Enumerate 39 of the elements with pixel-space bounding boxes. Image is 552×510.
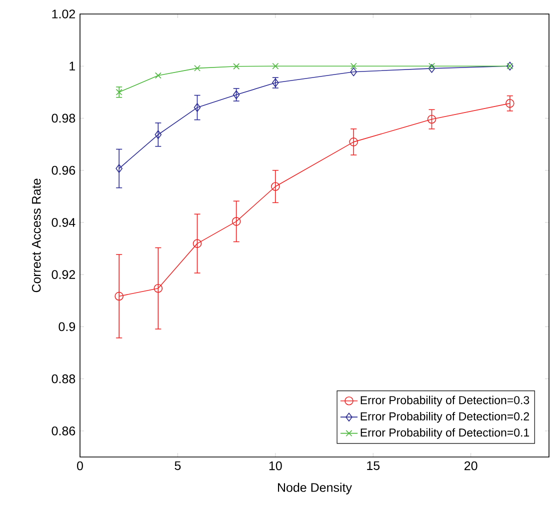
y-tick-label: 0.86 <box>52 426 76 436</box>
point <box>272 62 279 70</box>
y-tick-label: 0.92 <box>52 270 75 280</box>
legend-label: Error Probability of Detection=0.2 <box>360 412 530 423</box>
y-tick-label: 0.9 <box>58 322 76 332</box>
y-tick-label: 1.02 <box>52 10 75 18</box>
point <box>232 90 240 100</box>
y-tick-label: 0.98 <box>52 114 76 123</box>
point <box>114 292 124 301</box>
point <box>428 64 436 73</box>
y-axis-title: Correct Access Rate <box>32 178 41 292</box>
point <box>154 130 162 140</box>
point <box>350 67 357 76</box>
y-tick-label: 1 <box>70 62 76 70</box>
point <box>154 284 163 293</box>
x-tick-label: 5 <box>174 461 181 470</box>
point <box>506 98 514 108</box>
point <box>233 63 240 70</box>
point <box>194 103 201 112</box>
point <box>428 62 435 70</box>
point <box>116 164 122 173</box>
point <box>349 138 358 146</box>
point <box>350 62 357 70</box>
point <box>192 239 202 248</box>
x-tick-label: 10 <box>269 461 282 470</box>
legend-label: Error Probability of Detection=0.1 <box>360 428 530 439</box>
point <box>427 114 436 124</box>
x-tick-label: 15 <box>367 461 380 470</box>
y-tick-label: 0.94 <box>52 218 76 227</box>
y-tick-label: 0.88 <box>52 374 76 384</box>
x-tick-label: 0 <box>77 461 83 470</box>
x-axis-title: Node Density <box>278 482 352 494</box>
point <box>271 182 280 191</box>
point <box>194 64 200 72</box>
point <box>154 72 162 79</box>
point <box>232 217 241 226</box>
y-tick-label: 0.96 <box>52 166 76 175</box>
x-tick-label: 20 <box>464 461 478 470</box>
legend-label: Error Probability of Detection=0.3 <box>360 396 530 406</box>
